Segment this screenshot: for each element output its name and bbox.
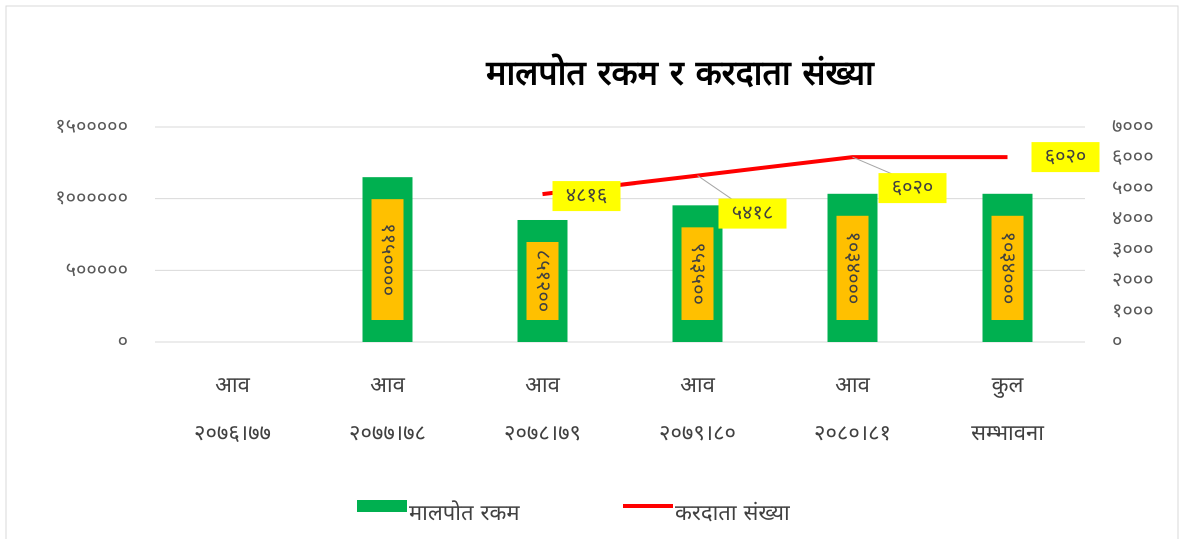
y2-tick-label: २००० [1112,267,1154,291]
bar-label: ९५३५०० [687,242,711,304]
bar-label-box [836,215,869,320]
line-label-box [1031,142,1100,173]
x-tick-label: आव २०७८।७९ [504,373,581,446]
legend-label: मालपोत रकम [409,500,520,526]
leader-line [697,175,733,201]
y2-tick-label: ५००० [1112,175,1154,199]
line-label: ६०२० [1045,144,1087,168]
y2-tick-label: ३००० [1112,236,1154,260]
y-tick-label: १५००००० [55,114,128,138]
x-tick-label: आव २०८०।८१ [814,373,891,446]
chart-title: मालपोत रकम र करदाता संख्या [485,53,875,94]
y-tick-label: ५००००० [66,257,128,281]
line-label-box [552,181,621,212]
line-label: ४८१६ [566,183,608,207]
y-tick-label: ० [118,329,128,353]
bar-label-box [526,241,559,320]
y2-tick-label: ० [1112,329,1122,353]
x-tick-label: आव २०७६।७७ [194,373,271,446]
x-tick-label: आव २०७९।८० [659,373,736,446]
bar-label-box [681,227,714,320]
bar-label: १०३४००० [997,231,1021,304]
leader-line [852,156,893,175]
line-label: ६०२० [892,175,934,199]
chart-frame [5,5,1179,539]
y2-tick-label: ४००० [1112,206,1154,230]
line-label-box [878,173,947,204]
y2-tick-label: १००० [1112,298,1154,322]
bar-label-box [371,199,404,320]
x-tick-label: कुल सम्भावना [971,373,1044,446]
line-label: ५४१८ [732,200,774,224]
x-tick-label: आव २०७७।७८ [349,373,426,446]
bar-label-box [991,215,1024,320]
line-label-box [718,198,787,229]
y-tick-label: १०००००० [55,185,128,209]
y2-tick-label: ७००० [1112,114,1154,138]
y2-tick-label: ६००० [1112,144,1154,168]
bar-label: १०३४००० [842,231,866,304]
bar-label: ८५१२०० [532,250,556,312]
bar-label: ११५०००० [377,223,401,296]
legend-swatch [357,500,407,512]
legend-label: करदाता संख्या [675,501,790,526]
